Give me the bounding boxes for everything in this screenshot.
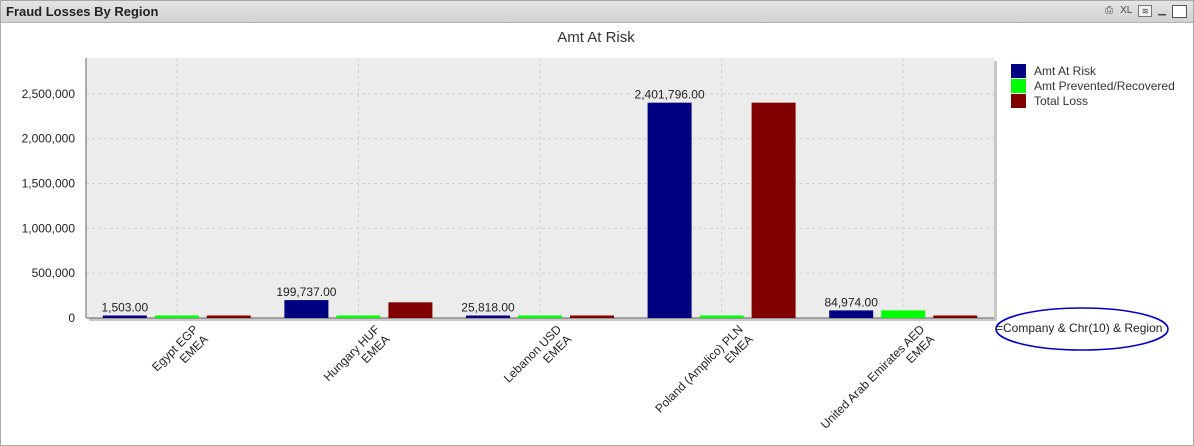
bar (466, 315, 510, 318)
plot-area: 0 500,000 1,000,000 1,500,000 2,000,000 2,500… (22, 58, 997, 442)
y-tick-label: 2,500,000 (22, 87, 76, 101)
bar (699, 315, 744, 318)
y-tick-label: 500,000 (32, 266, 76, 280)
legend-label: Amt Prevented/Recovered (1034, 78, 1175, 93)
xl-export-icon[interactable]: XL (1120, 5, 1133, 16)
legend-swatch-amt-prevented (1011, 78, 1026, 93)
y-tick-label: 1,500,000 (22, 177, 76, 191)
chart-type-icon[interactable]: ≋ (1138, 5, 1153, 17)
bar (284, 300, 329, 318)
caption-icons: ⎙ XL ≋ ▁ (1104, 4, 1187, 18)
bar (518, 315, 562, 318)
legend-item[interactable]: Amt At Risk (1011, 63, 1175, 78)
legend-swatch-total-loss (1011, 93, 1026, 108)
legend-swatch-amt-at-risk (1011, 63, 1026, 78)
bar (881, 310, 926, 318)
bar (647, 102, 692, 318)
y-tick-label: 1,000,000 (22, 221, 76, 235)
minimize-icon[interactable]: ▁ (1158, 5, 1166, 16)
data-label: 84,974.00 (825, 295, 879, 309)
y-tick-label: 0 (68, 311, 75, 325)
legend-item[interactable]: Total Loss (1011, 93, 1175, 108)
data-label: 25,818.00 (461, 301, 515, 315)
y-tick-label: 2,000,000 (22, 132, 76, 146)
window-title: Fraud Losses By Region (6, 4, 159, 19)
maximize-icon[interactable] (1172, 4, 1187, 18)
bar (102, 315, 147, 318)
data-label: 199,737.00 (276, 285, 336, 299)
bar (751, 102, 796, 318)
print-icon[interactable]: ⎙ (1105, 5, 1114, 16)
dimension-expression: =Company & Chr(10) & Region (996, 321, 1163, 335)
x-tick-label: Hungary HUFEMEA (321, 322, 393, 394)
bar (206, 315, 251, 318)
data-label: 2,401,796.00 (635, 88, 705, 102)
x-tick-label: Egypt EGPEMEA (149, 322, 211, 384)
legend-label: Amt At Risk (1034, 63, 1097, 78)
legend-label: Total Loss (1034, 93, 1089, 108)
x-tick-label-line: Poland (Amplico) PLN (652, 322, 745, 415)
legend-item[interactable]: Amt Prevented/Recovered (1011, 78, 1175, 93)
bar (933, 315, 978, 318)
x-tick-label: Lebanon USDEMEA (501, 322, 574, 395)
bar (154, 315, 199, 318)
window-caption[interactable]: Fraud Losses By Region ⎙ XL ≋ ▁ (1, 1, 1193, 23)
bar (570, 315, 614, 318)
x-tick-label: United Arab Emirates AEDEMEA (818, 322, 938, 442)
data-label: 1,503.00 (101, 301, 148, 315)
x-tick-label: Poland (Amplico) PLNEMEA (652, 322, 755, 425)
annotation-circle (995, 307, 1169, 351)
chart-title: Amt At Risk (557, 29, 635, 46)
bar (336, 315, 381, 318)
legend: Amt At Risk Amt Prevented/Recovered Tota… (1011, 63, 1175, 108)
bar (829, 310, 874, 318)
x-tick-label-line: United Arab Emirates AED (818, 322, 928, 432)
bar (388, 302, 433, 318)
